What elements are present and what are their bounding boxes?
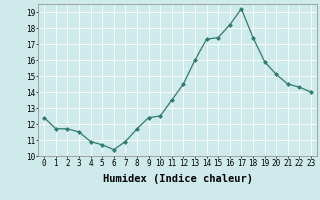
X-axis label: Humidex (Indice chaleur): Humidex (Indice chaleur)	[103, 174, 252, 184]
